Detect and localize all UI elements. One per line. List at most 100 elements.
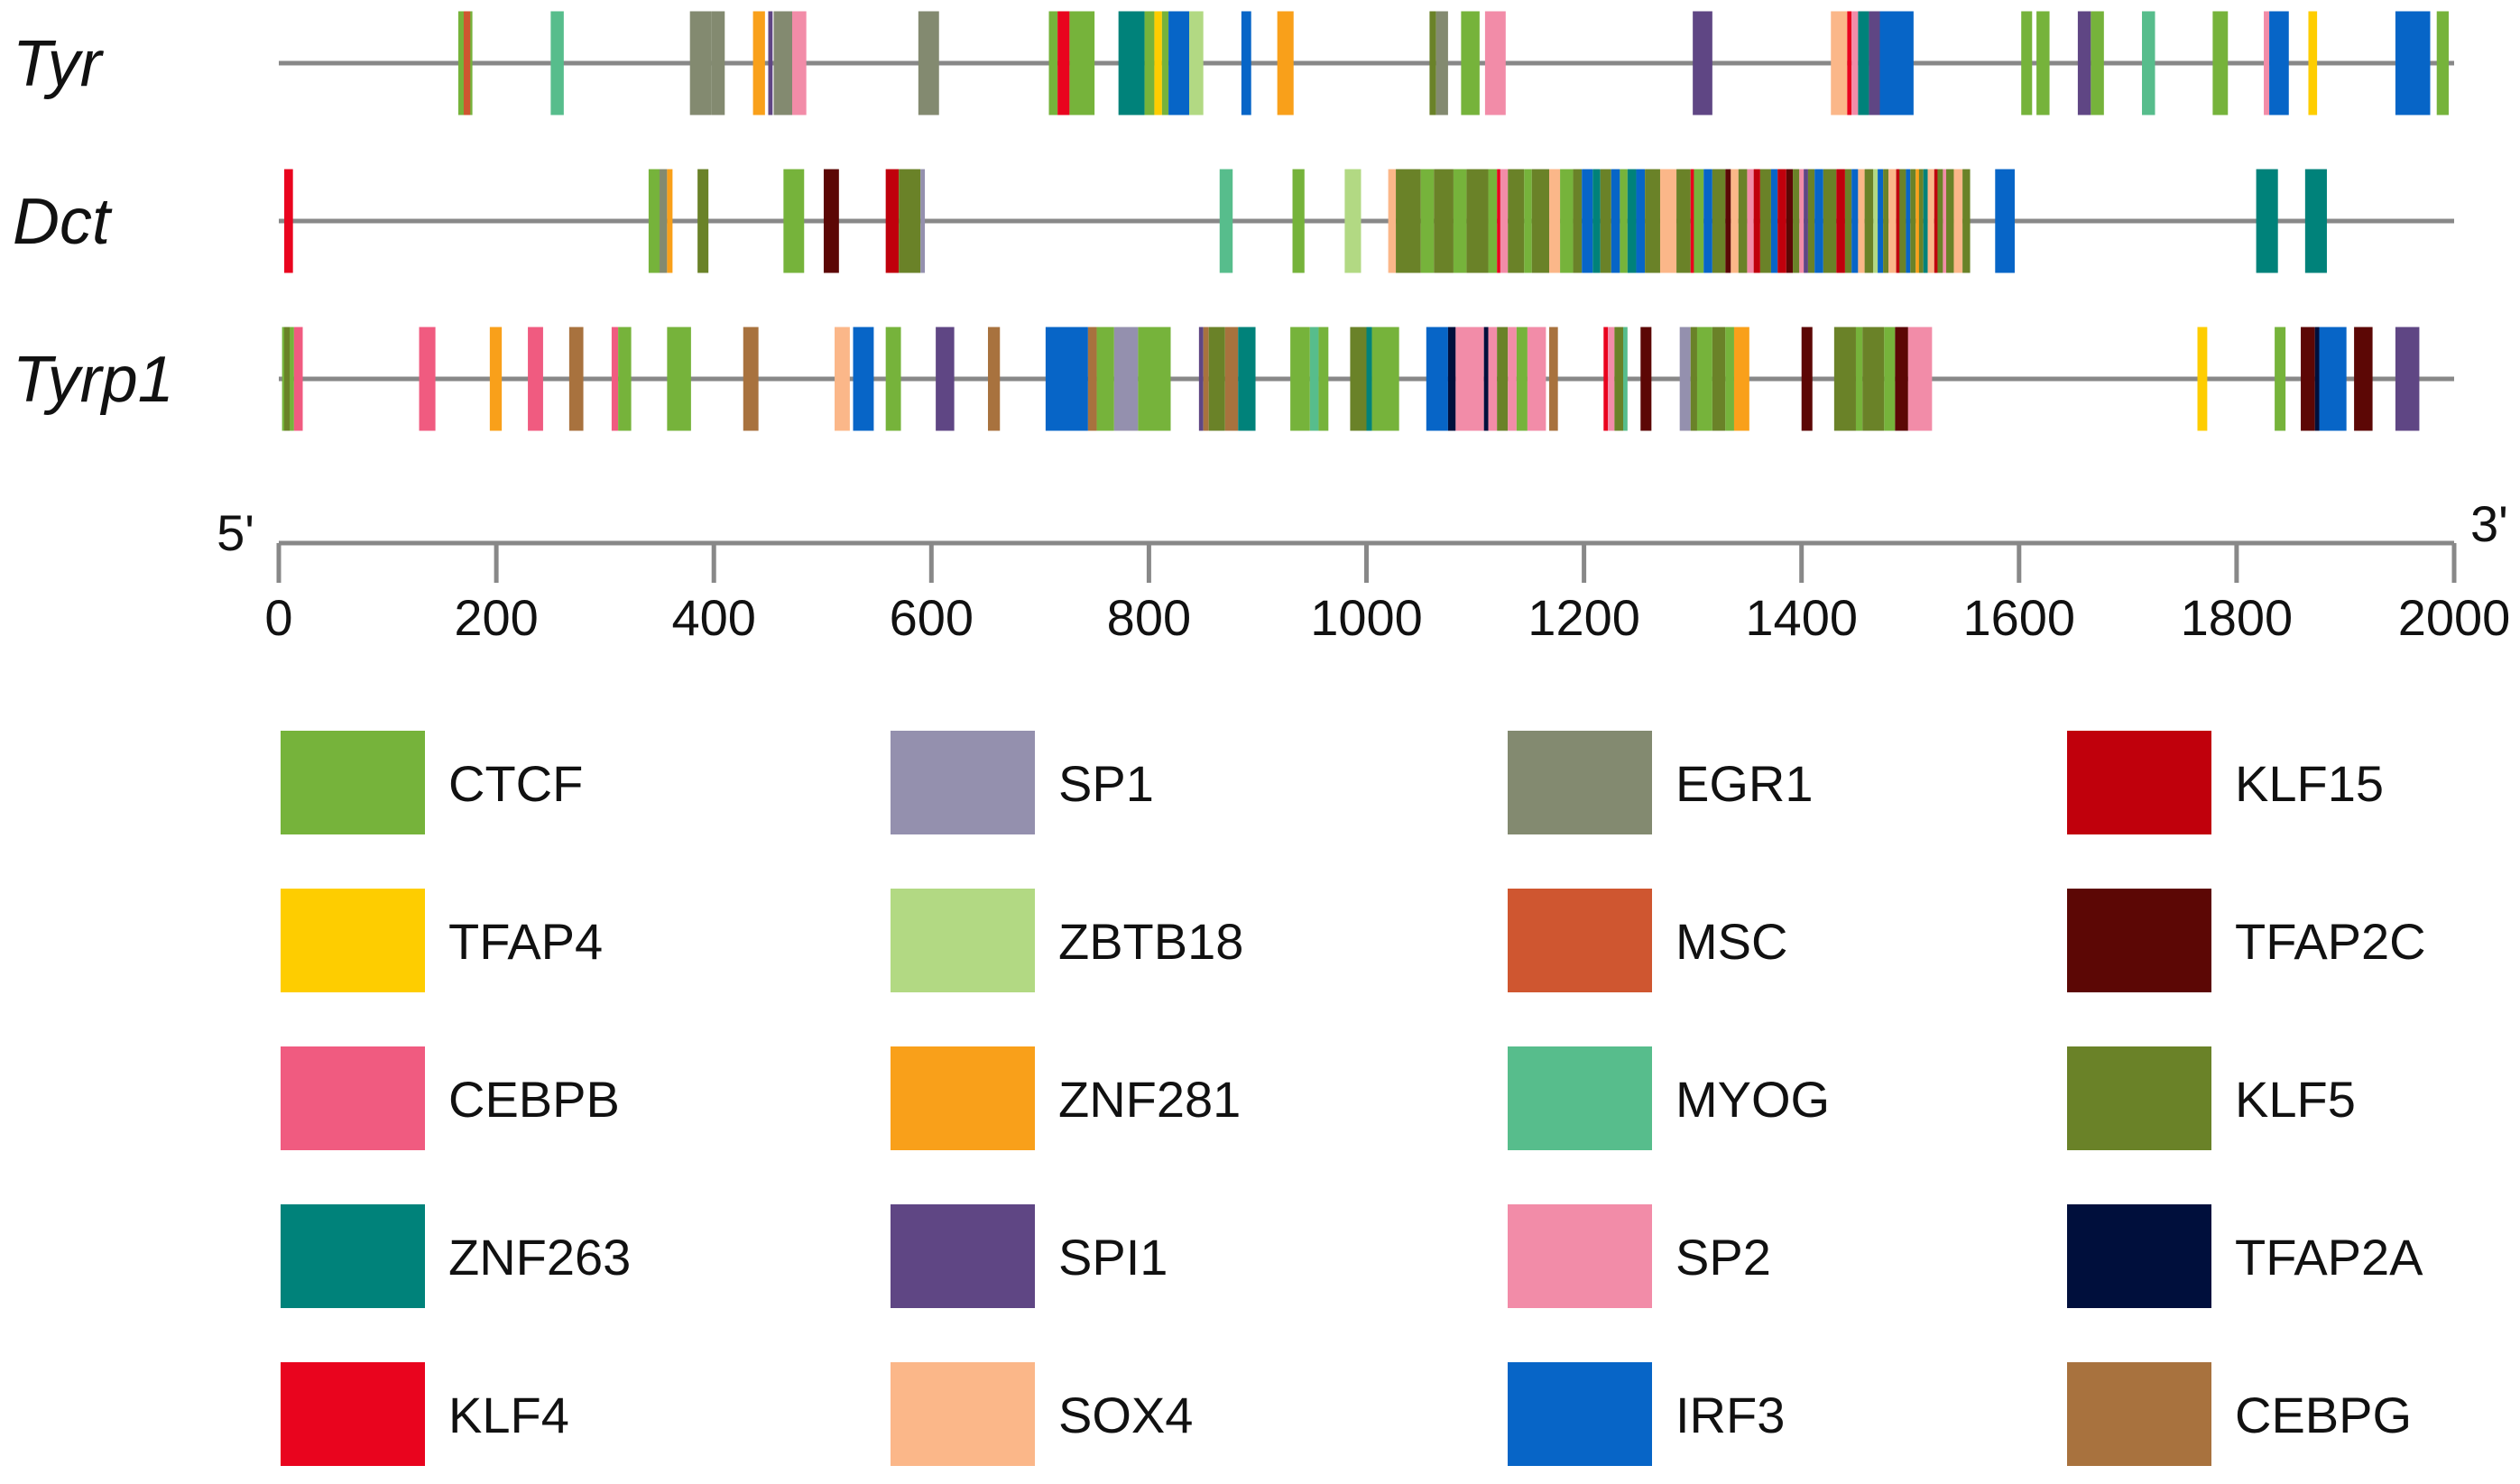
legend-label: SP2 — [1675, 1229, 1771, 1286]
legend-label: KLF15 — [2235, 755, 2384, 812]
binding-site-sp2 — [1508, 327, 1517, 431]
binding-site-klf4 — [284, 169, 293, 273]
binding-site-klf5 — [1712, 327, 1726, 431]
legend-item-zbtb18: ZBTB18 — [891, 889, 1243, 992]
legend-label: SPI1 — [1058, 1229, 1168, 1286]
binding-site-ctcf — [618, 327, 632, 431]
tick-label: 1400 — [1745, 589, 1858, 646]
binding-site-spi1 — [2077, 11, 2091, 115]
binding-site-irf3 — [1636, 169, 1646, 273]
binding-site-sp2 — [1488, 327, 1498, 431]
binding-site-ctcf — [1069, 11, 1095, 115]
legend-item-klf4: KLF4 — [281, 1362, 569, 1466]
binding-site-irf3 — [1426, 327, 1448, 431]
binding-site-myog — [1309, 327, 1319, 431]
binding-site-klf4 — [1497, 169, 1501, 273]
binding-site-cebpg — [1224, 327, 1239, 431]
binding-site-klf15 — [1836, 169, 1845, 273]
tick-label: 1800 — [2181, 589, 2294, 646]
gene-track-tyr: Tyr — [13, 11, 2454, 115]
binding-site-ctcf — [667, 327, 691, 431]
binding-site-klf5 — [1862, 327, 1885, 431]
binding-site-klf5 — [1962, 169, 1971, 273]
binding-site-ctcf — [1694, 169, 1704, 273]
binding-site-klf5 — [1350, 327, 1367, 431]
binding-site-sp1 — [920, 169, 926, 273]
binding-site-sox4 — [1953, 169, 1963, 273]
legend-label: CEBPG — [2235, 1387, 2412, 1443]
binding-site-irf3 — [1703, 169, 1712, 273]
binding-site-tfap2c — [1786, 169, 1794, 273]
binding-site-spi1 — [768, 11, 773, 115]
binding-site-msc — [463, 11, 471, 115]
legend-label: MYOG — [1675, 1071, 1830, 1128]
legend-label: TFAP4 — [448, 913, 603, 970]
legend-label: KLF5 — [2235, 1071, 2356, 1128]
binding-site-cebpb — [419, 327, 436, 431]
legend-item-msc: MSC — [1508, 889, 1787, 992]
binding-site-znf281 — [1915, 169, 1920, 273]
binding-site-irf3 — [1814, 169, 1823, 273]
legend-label: SOX4 — [1058, 1387, 1193, 1443]
binding-site-ctcf — [1725, 327, 1734, 431]
gene-tracks: Tyr Dct Tyrp1 — [13, 11, 2454, 431]
binding-site-irf3 — [1878, 169, 1884, 273]
binding-site-klf5 — [899, 169, 921, 273]
gene-label-tyr: Tyr — [13, 28, 105, 100]
binding-site-klf5 — [697, 169, 709, 273]
tick-label: 0 — [264, 589, 292, 646]
legend-label: MSC — [1675, 913, 1787, 970]
binding-site-znf281 — [1733, 327, 1749, 431]
legend-swatch — [281, 1362, 425, 1466]
binding-site-sox4 — [1858, 169, 1865, 273]
binding-site-tfap2c — [2354, 327, 2373, 431]
binding-site-sp1 — [1113, 327, 1139, 431]
binding-site-sox4 — [1831, 11, 1848, 115]
binding-site-sox4 — [1549, 169, 1561, 273]
binding-site-sox4 — [1731, 169, 1739, 273]
binding-site-sox4 — [1388, 169, 1397, 273]
binding-site-myog — [2142, 11, 2155, 115]
legend-swatch — [1508, 889, 1652, 992]
binding-site-klf5 — [1759, 169, 1771, 273]
binding-site-klf15 — [1896, 169, 1900, 273]
binding-site-klf4 — [1690, 169, 1694, 273]
binding-site-irf3 — [1582, 169, 1593, 273]
binding-site-egr1 — [773, 11, 792, 115]
binding-site-irf3 — [1770, 169, 1778, 273]
gene-track-tyrp1: Tyrp1 — [13, 327, 2454, 431]
tick-label: 1000 — [1310, 589, 1423, 646]
binding-site-ctcf — [1096, 327, 1114, 431]
tick-label: 200 — [454, 589, 538, 646]
binding-site-tfap2c — [1801, 327, 1813, 431]
binding-site-myog — [1622, 327, 1628, 431]
position-axis: 0 200 400 600 800 1000 1200 1400 1600 1800 2000 5'… — [217, 495, 2510, 646]
binding-site-cebpg — [743, 327, 759, 431]
binding-site-irf3 — [1045, 327, 1088, 431]
binding-site-klf5 — [1918, 169, 1924, 273]
legend-label: ZNF281 — [1058, 1071, 1241, 1128]
binding-site-irf3 — [2269, 11, 2289, 115]
binding-site-ctcf — [2212, 11, 2229, 115]
gene-track-dct: Dct — [13, 169, 2454, 273]
binding-site-klf5 — [1910, 169, 1916, 273]
legend-swatch — [1508, 1204, 1652, 1308]
binding-site-tfap4 — [1154, 11, 1162, 115]
binding-site-zbtb18 — [1873, 169, 1878, 273]
binding-site-irf3 — [1241, 11, 1251, 115]
binding-site-sp2 — [1851, 11, 1859, 115]
legend-label: SP1 — [1058, 755, 1154, 812]
binding-site-sp2 — [1500, 169, 1509, 273]
binding-site-ctcf — [1048, 11, 1058, 115]
binding-site-klf5 — [1690, 327, 1697, 431]
binding-site-spi1 — [1804, 169, 1808, 273]
legend-item-myog: MYOG — [1508, 1046, 1830, 1150]
binding-site-klf5 — [1600, 169, 1611, 273]
binding-site-spi1 — [1869, 11, 1880, 115]
legend-label: IRF3 — [1675, 1387, 1785, 1443]
binding-site-ctcf — [1524, 169, 1532, 273]
legend-item-ctcf: CTCF — [281, 731, 583, 834]
binding-site-klf5 — [1946, 169, 1954, 273]
binding-site-irf3 — [853, 327, 874, 431]
gene-label-dct: Dct — [13, 186, 113, 258]
